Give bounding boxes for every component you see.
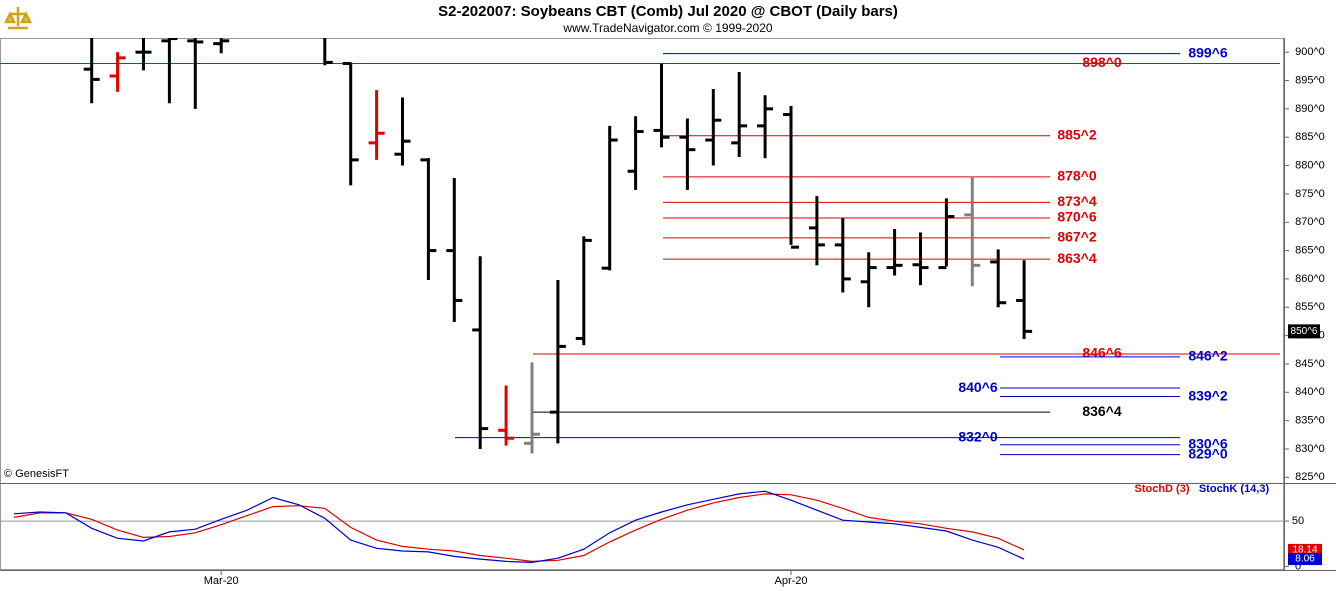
- y-tick-label: 830^0: [1295, 443, 1325, 455]
- stoch-line: [13, 490, 1025, 564]
- y-tick-label: 835^0: [1295, 415, 1325, 427]
- level-label: 839^2: [1188, 387, 1228, 403]
- value-label-box: [1288, 553, 1322, 566]
- level-label: 836^4: [1082, 403, 1122, 419]
- level-label: 899^6: [1188, 44, 1228, 60]
- level-label: 840^6: [958, 379, 998, 395]
- source-note: © GenesisFT: [4, 468, 69, 480]
- level-label: 873^4: [1057, 193, 1097, 209]
- y-tick-label: 825^0: [1295, 471, 1325, 483]
- y-tick-label: 855^0: [1295, 301, 1325, 313]
- stoch-line: [13, 493, 1025, 563]
- x-tick-label: Apr-20: [774, 575, 807, 587]
- level-label: 870^6: [1057, 209, 1097, 225]
- level-label: 829^0: [1188, 445, 1228, 461]
- x-tick-label: Mar-20: [204, 575, 239, 587]
- y-tick-label: 900^0: [1295, 46, 1325, 58]
- y-tick-label: 0: [1295, 560, 1301, 572]
- value-label: 8.06: [1295, 554, 1315, 565]
- level-label: 867^2: [1057, 229, 1097, 245]
- chart-subtitle: www.TradeNavigator.com © 1999-2020: [562, 21, 772, 35]
- y-tick-label: 895^0: [1295, 74, 1325, 86]
- level-label: 846^6: [1082, 345, 1122, 361]
- level-label: 832^0: [958, 428, 998, 444]
- legend-entry: StochD (3): [1135, 483, 1190, 495]
- y-tick-label: 840^0: [1295, 386, 1325, 398]
- chart-title: S2-202007: Soybeans CBT (Comb) Jul 2020 …: [438, 3, 898, 20]
- logo: [3, 4, 33, 34]
- level-label: 863^4: [1057, 250, 1097, 266]
- last-price-box: [1288, 324, 1320, 339]
- y-tick-label: 890^0: [1295, 103, 1325, 115]
- y-tick-label: 865^0: [1295, 244, 1325, 256]
- level-label: 898^0: [1082, 54, 1122, 70]
- y-tick-label: 885^0: [1295, 131, 1325, 143]
- level-label: 830^6: [1188, 435, 1228, 451]
- plot-frame: [0, 38, 1284, 570]
- y-tick-label: 880^0: [1295, 159, 1325, 171]
- last-price-label: 850^6: [1291, 326, 1318, 337]
- y-tick-label: 50: [1292, 515, 1304, 527]
- axes: 900^0 895^0 890^0 885^0 880^0 875^0 870^0 865^0…: [204, 46, 1325, 587]
- stoch-pane: [0, 490, 1284, 564]
- y-tick-label: 860^0: [1295, 273, 1325, 285]
- y-tick-label: 870^0: [1295, 216, 1325, 228]
- legend-entry: StochK (14,3): [1199, 483, 1270, 495]
- value-label-box: [1288, 543, 1322, 556]
- y-tick-label: 875^0: [1295, 188, 1325, 200]
- value-label: 18.14: [1292, 545, 1317, 556]
- level-label: 846^2: [1188, 348, 1228, 364]
- level-label: 885^2: [1057, 126, 1097, 142]
- level-label: 878^0: [1057, 168, 1097, 184]
- y-tick-label: 845^0: [1295, 358, 1325, 370]
